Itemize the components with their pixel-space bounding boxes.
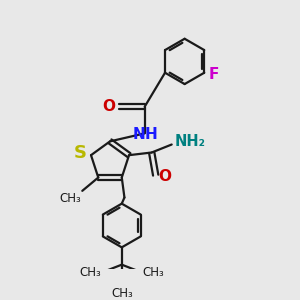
Text: NH₂: NH₂ — [174, 134, 205, 149]
Text: N: N — [132, 127, 145, 142]
Text: O: O — [158, 169, 171, 184]
Text: S: S — [74, 143, 87, 161]
Text: H: H — [144, 127, 157, 142]
Text: CH₃: CH₃ — [111, 286, 133, 299]
Text: CH₃: CH₃ — [142, 266, 164, 279]
Text: CH₃: CH₃ — [80, 266, 101, 279]
Text: CH₃: CH₃ — [59, 192, 81, 205]
Text: F: F — [209, 67, 219, 82]
Text: O: O — [102, 99, 116, 114]
